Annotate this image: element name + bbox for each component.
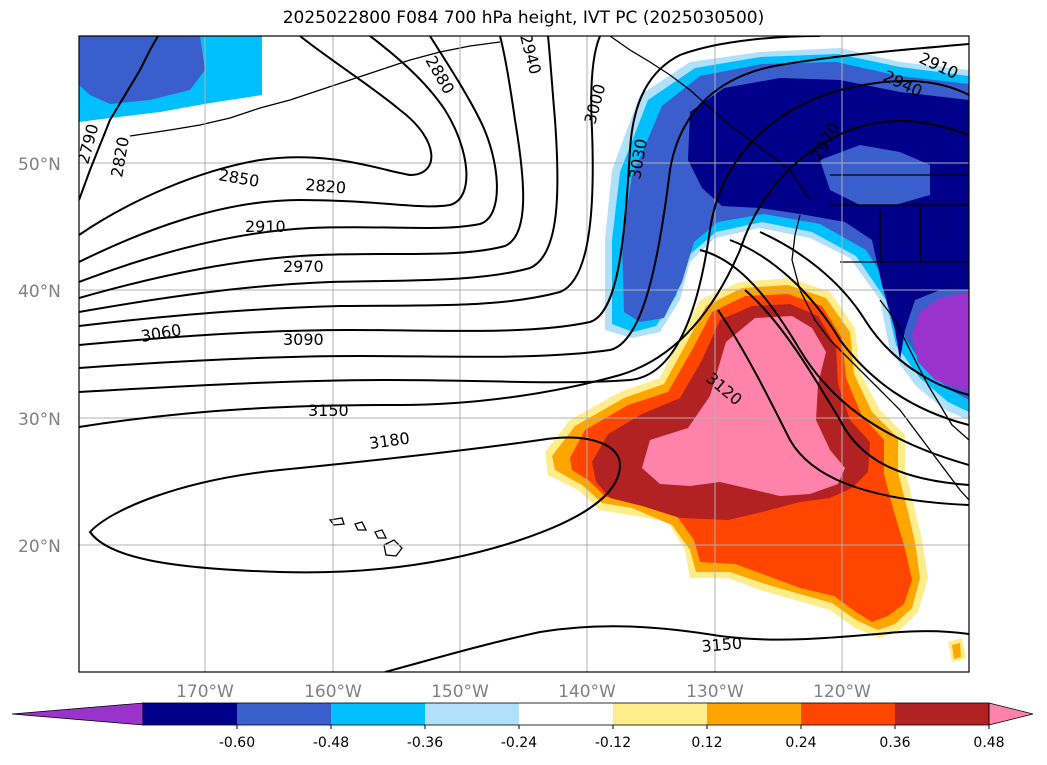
colorbar-tick-label: 0.48 [973,735,1004,751]
colorbar-extend-low [11,702,144,726]
lat-label-40n: 40°N [18,282,61,302]
colorbar-tick-label: -0.48 [313,735,349,751]
negative-region-nw-core [79,36,205,104]
lon-label-170w: 170°W [176,682,234,702]
colorbar-tick-label: -0.12 [595,735,631,751]
colorbar: -0.60 -0.48 -0.36 -0.24 -0.12 0.12 0.24 0.36 0.4… [11,702,1034,751]
colorbar-tick-label: 0.36 [879,735,910,751]
colorbar-tick-label: 0.12 [691,735,722,751]
colorbar-segment [801,703,896,725]
map-frame [78,35,970,673]
colorbar-tick-label: -0.36 [407,735,443,751]
colorbar-tick-label: 0.24 [785,735,816,751]
positive-region-pink [642,316,845,496]
colorbar-tick-label: -0.24 [501,735,537,751]
colorbar-segment [519,703,614,725]
colorbar-segment [331,703,426,725]
latitude-labels: 50°N 40°N 30°N 20°N [18,155,61,557]
colorbar-segment [895,703,990,725]
height-contours [79,36,969,672]
lon-label-160w: 160°W [304,682,362,702]
colorbar-segment [613,703,708,725]
contour-label: 2910 [245,217,286,236]
map-title: 2025022800 F084 700 hPa height, IVT PC (… [282,8,765,28]
colorbar-segment [707,703,802,725]
colorbar-outline [142,702,990,726]
colorbar-segment [425,703,520,725]
colorbar-segment [143,703,238,725]
contour-label: 3150 [701,634,743,656]
lon-label-140w: 140°W [558,682,616,702]
colorbar-tick-label: -0.60 [219,735,255,751]
lon-label-120w: 120°W [813,682,871,702]
lat-label-50n: 50°N [18,155,61,175]
contour-label: 2970 [283,257,324,276]
contour-label: 2820 [305,175,347,197]
lat-label-30n: 30°N [18,410,61,430]
map-field: 2790 2820 2850 2820 2880 2940 3000 3030 … [79,36,969,672]
colorbar-extend-high [988,702,1034,726]
negative-region-small-lobe [642,252,665,300]
colorbar-segment [237,703,332,725]
positive-region-small-core [952,643,961,659]
contour-label: 3150 [308,401,349,420]
lat-label-20n: 20°N [18,537,61,557]
longitude-labels: 170°W 160°W 150°W 140°W 130°W 120°W [176,682,871,702]
negative-region-ne-purple [912,292,969,392]
lon-label-130w: 130°W [686,682,744,702]
lon-label-150w: 150°W [431,682,489,702]
contour-label: 3090 [283,330,324,349]
